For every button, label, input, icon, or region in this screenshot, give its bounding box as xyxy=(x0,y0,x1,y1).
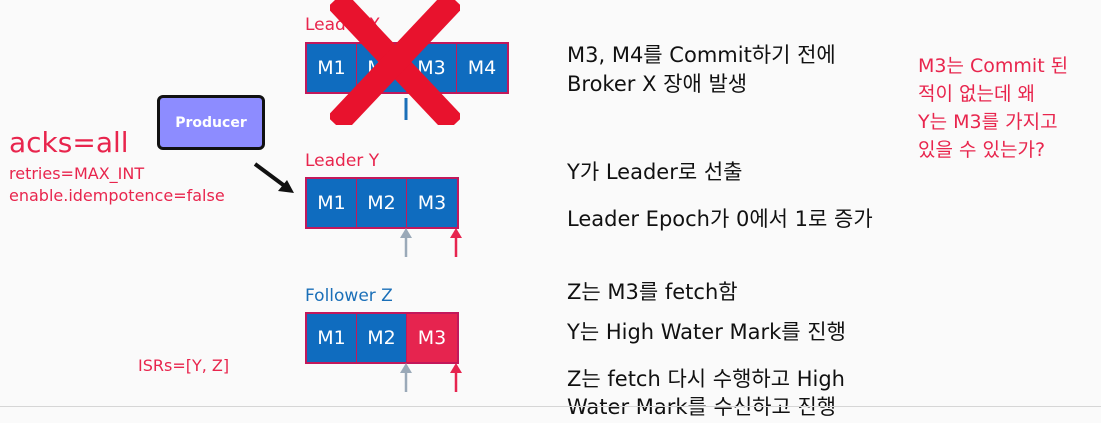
producer-to-leader-arrow xyxy=(253,162,294,193)
leader-x-cell-m1: M1 xyxy=(307,44,357,92)
producer-box: Producer xyxy=(157,95,265,150)
note-z-refetch-2: Water Mark를 수신하고 진행 xyxy=(567,395,837,419)
note-x-fail-1: M3, M4를 Commit하기 전에 xyxy=(567,43,836,67)
leader-y-log: M1 M2 M3 xyxy=(305,177,459,229)
acks-setting: acks=all xyxy=(9,126,129,159)
leader-y-cell-m3: M3 xyxy=(407,179,457,227)
leader-x-cell-m4: M4 xyxy=(457,44,507,92)
follower-z-hwm-arrow xyxy=(400,363,412,392)
question-line-1: M3는 Commit 된 xyxy=(918,55,1069,77)
leader-y-label: Leader Y xyxy=(305,151,380,171)
note-z-fetch: Z는 M3를 fetch함 xyxy=(567,280,738,304)
retries-setting: retries=MAX_INT xyxy=(9,164,145,183)
isrs-setting: ISRs=[Y, Z] xyxy=(138,356,230,375)
note-x-fail-2: Broker X 장애 발생 xyxy=(567,72,748,96)
note-y-hwm: Y는 High Water Mark를 진행 xyxy=(567,320,846,344)
follower-z-leo-arrow xyxy=(450,363,462,392)
note-z-refetch-1: Z는 fetch 다시 수행하고 High xyxy=(567,367,845,391)
leader-y-hwm-arrow xyxy=(400,228,412,257)
question-line-4: 있을 수 있는가? xyxy=(918,139,1046,161)
follower-z-log: M1 M2 M3 xyxy=(305,312,459,364)
question-line-3: Y는 M3를 가지고 xyxy=(918,111,1058,133)
question-text: M3는 Commit 된 적이 없는데 왜 Y는 M3를 가지고 있을 수 있는… xyxy=(918,52,1068,164)
broker-failure-cross-icon xyxy=(330,0,460,125)
note-epoch: Leader Epoch가 0에서 1로 증가 xyxy=(567,207,873,231)
note-y-elected: Y가 Leader로 선출 xyxy=(567,160,743,184)
follower-z-cell-m3: M3 xyxy=(407,314,457,362)
question-line-2: 적이 없는데 왜 xyxy=(918,83,1035,105)
idempotence-setting: enable.idempotence=false xyxy=(9,186,225,205)
leader-y-leo-arrow xyxy=(450,228,462,257)
leader-y-cell-m1: M1 xyxy=(307,179,357,227)
follower-z-cell-m1: M1 xyxy=(307,314,357,362)
leader-y-cell-m2: M2 xyxy=(357,179,407,227)
leader-x-hwm-arrow xyxy=(404,98,408,120)
slide-bottom-divider xyxy=(0,406,1101,407)
follower-z-label: Follower Z xyxy=(305,286,393,306)
follower-z-cell-m2: M2 xyxy=(357,314,407,362)
